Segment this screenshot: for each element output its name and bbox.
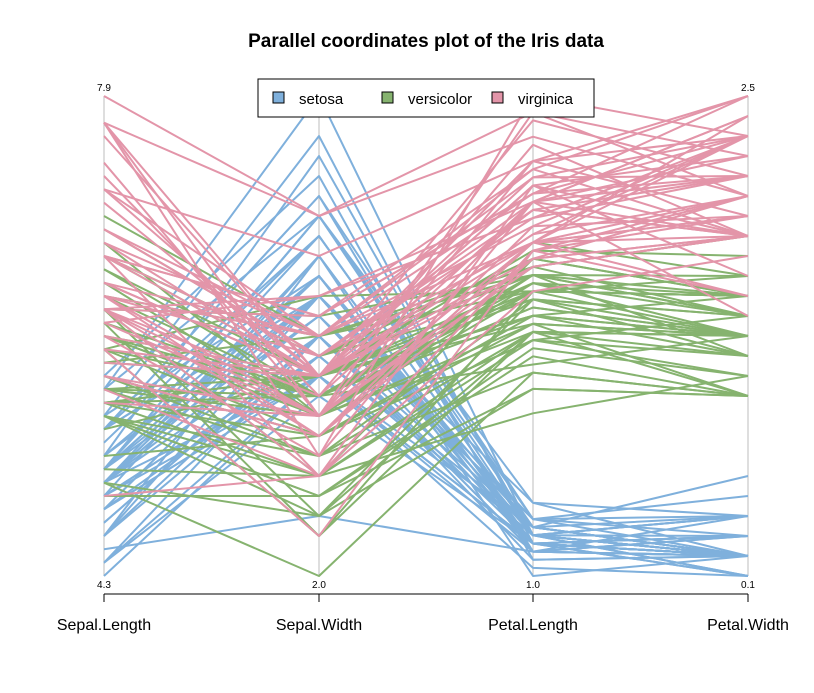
line-setosa-44 — [103, 275, 749, 529]
line-setosa-42 — [103, 515, 749, 553]
line-virginica-18 — [103, 111, 749, 217]
line-versicolor-44 — [103, 387, 749, 517]
axis-name-petal-length: Petal.Length — [488, 617, 578, 634]
line-virginica-12 — [103, 215, 749, 437]
line-virginica-47 — [103, 215, 749, 477]
line-virginica-1 — [103, 95, 749, 317]
line-versicolor-46 — [103, 314, 749, 391]
line-virginica-30 — [103, 184, 749, 377]
legend: setosa versicolor virginica — [257, 78, 595, 118]
axis-max-sepal-length: 7.9 — [97, 83, 111, 94]
line-versicolor-38 — [103, 298, 749, 517]
line-virginica-36 — [103, 122, 749, 377]
line-virginica-20 — [103, 249, 749, 537]
line-setosa-49 — [103, 235, 749, 557]
line-virginica-43 — [103, 215, 749, 437]
line-versicolor-32 — [103, 355, 749, 497]
line-virginica-10 — [103, 95, 749, 257]
line-setosa-47 — [103, 215, 749, 557]
axis-min-petal-width: 0.1 — [741, 580, 755, 591]
line-virginica-39 — [103, 235, 749, 377]
line-versicolor-48 — [103, 306, 749, 397]
axis-name-petal-width: Petal.Width — [707, 617, 789, 634]
line-virginica-26 — [103, 168, 749, 337]
line-virginica-35 — [103, 200, 749, 457]
axis-min-petal-length: 1.0 — [526, 580, 540, 591]
line-virginica-23 — [103, 111, 749, 417]
line-setosa-14 — [103, 375, 749, 577]
line-virginica-50 — [103, 235, 749, 377]
legend-box — [257, 78, 595, 118]
legend-swatch-setosa — [272, 91, 285, 104]
bottom-axis: Sepal.Length 4.3 7.9 Sepal.Width 2.0 Petal.Le… — [57, 83, 789, 634]
data-lines — [103, 95, 749, 577]
line-virginica-38 — [103, 208, 749, 357]
legend-label-virginica: virginica — [518, 91, 574, 108]
legend-swatch-versicolor — [381, 91, 394, 104]
line-virginica-48 — [103, 195, 749, 377]
line-virginica-45 — [103, 95, 749, 317]
axis-name-sepal-length: Sepal.Length — [57, 617, 151, 634]
line-versicolor-40 — [103, 330, 749, 477]
line-virginica-42 — [103, 135, 749, 357]
axis-name-sepal-width: Sepal.Width — [276, 617, 362, 634]
legend-swatch-virginica — [491, 91, 504, 104]
legend-label-setosa: setosa — [299, 91, 344, 108]
series-virginica — [103, 95, 749, 537]
axis-min-sepal-width: 2.0 — [312, 580, 326, 591]
line-versicolor-50 — [103, 322, 749, 417]
line-virginica-22 — [103, 195, 749, 417]
legend-label-versicolor: versicolor — [408, 91, 472, 108]
line-versicolor-30 — [103, 371, 749, 457]
line-virginica-49 — [103, 135, 749, 324]
line-virginica-32 — [103, 95, 749, 217]
line-versicolor-49 — [103, 375, 749, 477]
axis-min-sepal-length: 4.3 — [97, 580, 111, 591]
axis-max-petal-width: 2.5 — [741, 83, 755, 94]
line-virginica-41 — [103, 115, 749, 357]
line-versicolor-41 — [103, 298, 749, 457]
chart-title: Parallel coordinates plot of the Iris da… — [248, 31, 604, 52]
